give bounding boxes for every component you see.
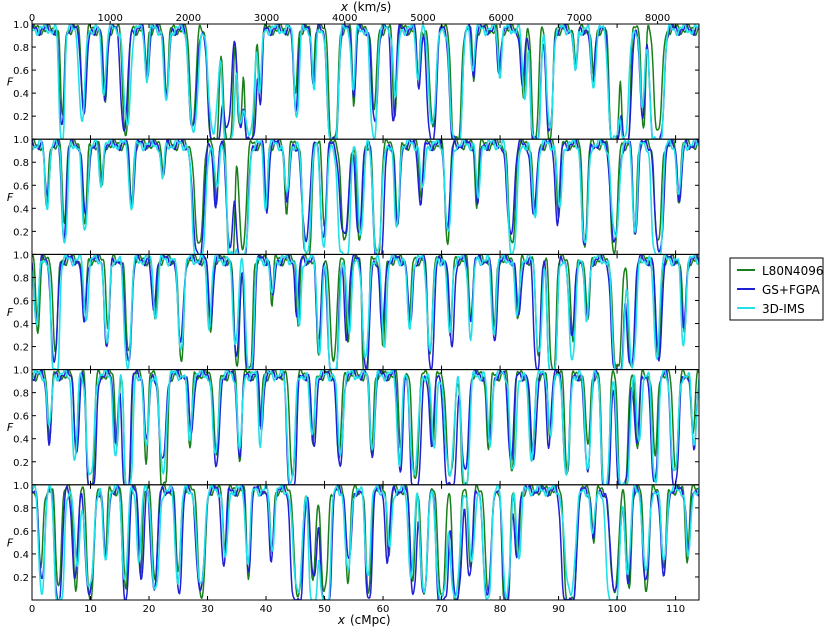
legend: L80N4096 GS+FGPA 3D-IMS <box>729 257 824 321</box>
y-tick-label: 0.8 <box>13 389 29 400</box>
y-tick-label: 0.4 <box>13 550 29 561</box>
panel-lines <box>32 484 699 600</box>
panel-lines <box>32 254 699 370</box>
x-bottom-tick-label: 70 <box>435 604 448 615</box>
x-top-tick-label: 8000 <box>645 13 670 24</box>
x-bottom-tick-label: 60 <box>377 604 390 615</box>
panel-lines <box>32 369 699 485</box>
y-tick-label: 0.4 <box>13 204 29 215</box>
panel-frame <box>31 484 700 601</box>
series-line-gs-fgpa <box>32 24 699 140</box>
y-tick-label: 0.8 <box>13 158 29 169</box>
y-tick-label: 0.2 <box>13 573 29 584</box>
top-axis-label-unit: (km/s) <box>353 0 391 14</box>
x-bottom-tick-label: 90 <box>552 604 565 615</box>
series-line-3d-ims <box>32 139 699 255</box>
y-tick-label: 1.0 <box>13 20 29 31</box>
series-line-3d-ims <box>32 24 699 140</box>
panel-5: 0.2 0.4 0.6 0.8 1.0 F <box>7 481 700 601</box>
x-bottom-tick-label: 80 <box>494 604 507 615</box>
panel-lines <box>32 139 699 255</box>
panel-4: 0.2 0.4 0.6 0.8 1.0 F <box>7 366 700 486</box>
y-axis-label: F <box>7 306 14 319</box>
panel-lines <box>32 24 699 140</box>
panel-frame <box>31 23 700 140</box>
panel-2: 0.2 0.4 0.6 0.8 1.0 F <box>7 135 700 255</box>
y-tick-label: 0.4 <box>13 320 29 331</box>
y-axis-label: F <box>7 536 14 549</box>
y-tick-label: 0.8 <box>13 43 29 54</box>
x-top-tick-label: 1000 <box>97 13 122 24</box>
series-line-3d-ims <box>32 484 699 600</box>
x-top-tick-label: 7000 <box>567 13 592 24</box>
y-tick-label: 1.0 <box>13 481 29 492</box>
legend-label-gs-fgpa: GS+FGPA <box>762 283 821 297</box>
x-bottom-tick-label: 10 <box>84 604 97 615</box>
y-tick-label: 1.0 <box>13 135 29 146</box>
y-tick-label: 1.0 <box>13 250 29 261</box>
top-axis-label-var: x <box>340 0 349 14</box>
x-bottom-tick-label: 110 <box>666 604 685 615</box>
y-tick-label: 0.2 <box>13 112 29 123</box>
series-line-l80n4096 <box>32 24 699 140</box>
y-tick-label: 0.4 <box>13 89 29 100</box>
x-bottom-tick-label: 50 <box>318 604 331 615</box>
x-bottom-tick-label: 30 <box>201 604 214 615</box>
axes-text: x (km/s) x (cMpc) 0 10 20 30 40 50 60 70 80 90 100… <box>29 0 685 627</box>
y-tick-label: 0.6 <box>13 296 29 307</box>
y-tick-label: 0.4 <box>13 435 29 446</box>
panels: 0.20.40.60.81.0F0.20.40.60.81.0F0.20.40.… <box>7 20 700 601</box>
y-tick-label: 0.6 <box>13 66 29 77</box>
y-tick-label: 0.8 <box>13 273 29 284</box>
x-top-tick-label: 0 <box>29 13 35 24</box>
panel-3: 0.2 0.4 0.6 0.8 1.0 F <box>7 250 700 371</box>
x-top-tick-label: 2000 <box>176 13 201 24</box>
y-tick-label: 1.0 <box>13 366 29 377</box>
y-tick-label: 0.2 <box>13 458 29 469</box>
y-tick-label: 0.8 <box>13 504 29 515</box>
y-tick-label: 0.6 <box>13 527 29 538</box>
y-tick-label: 0.6 <box>13 181 29 192</box>
series-line-3d-ims <box>32 254 699 370</box>
y-axis-label: F <box>7 76 14 89</box>
legend-label-l80n4096: L80N4096 <box>762 264 823 278</box>
x-top-tick-label: 6000 <box>488 13 513 24</box>
series-line-3d-ims <box>32 369 699 485</box>
y-axis-label: F <box>7 191 14 204</box>
y-tick-label: 0.2 <box>13 227 29 238</box>
x-bottom-tick-label: 100 <box>608 604 627 615</box>
bottom-axis-label-var: x <box>337 613 346 627</box>
y-tick-label: 0.6 <box>13 412 29 423</box>
legend-label-3d-ims: 3D-IMS <box>762 302 805 316</box>
x-top-tick-label: 3000 <box>254 13 279 24</box>
bottom-axis-label-unit: (cMpc) <box>350 613 391 627</box>
x-bottom-tick-label: 40 <box>260 604 273 615</box>
x-top-tick-label: 4000 <box>332 13 357 24</box>
y-axis-label: F <box>7 421 14 434</box>
x-top-tick-label: 5000 <box>410 13 435 24</box>
panel-1: 0.2 0.4 0.6 0.8 1.0 F <box>7 20 700 140</box>
x-bottom-tick-label: 20 <box>143 604 156 615</box>
y-tick-label: 0.2 <box>13 343 29 354</box>
x-bottom-tick-label: 0 <box>29 604 35 615</box>
